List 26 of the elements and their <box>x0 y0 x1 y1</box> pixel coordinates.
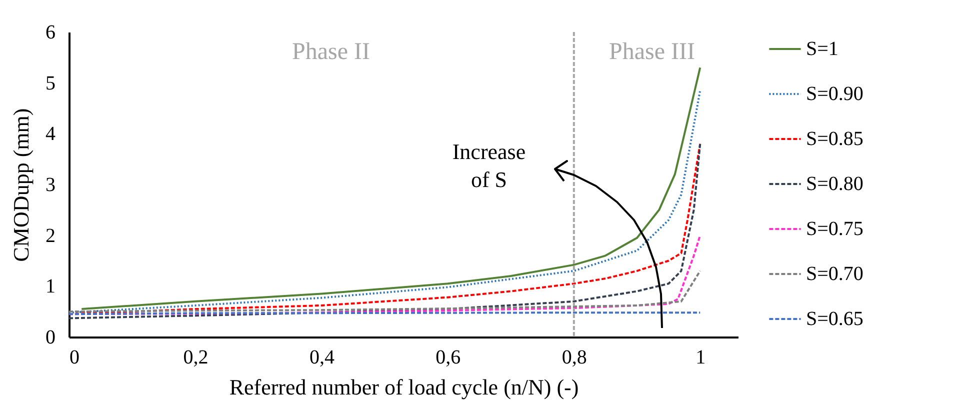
y-tick-label: 1 <box>46 276 56 298</box>
annotation: Increase of S <box>452 139 526 192</box>
y-tick-label: 4 <box>46 123 56 146</box>
legend-label: S=0.70 <box>806 263 864 285</box>
x-tick-label: 0,2 <box>183 346 208 368</box>
legend-label: S=0.90 <box>806 83 864 105</box>
legend-label: S=0.85 <box>806 128 864 150</box>
x-tick-label: 0,4 <box>309 346 334 368</box>
y-tick-label: 5 <box>46 72 56 94</box>
x-axis-title: Referred number of load cycle (n/N) (-) <box>229 374 579 400</box>
x-tick-label: 1 <box>696 346 706 368</box>
y-tick-label: 6 <box>46 22 56 44</box>
legend-label: S=0.75 <box>806 218 864 240</box>
y-tick-label: 0 <box>46 326 56 348</box>
y-tick-label: 2 <box>46 224 56 247</box>
annotation: Phase III <box>609 39 695 65</box>
y-axis-title: CMODupp (mm) <box>8 108 34 262</box>
y-tick-label: 3 <box>46 174 56 196</box>
x-tick-label: 0,6 <box>436 346 461 368</box>
annotation: Phase II <box>292 39 370 65</box>
legend-label: S=0.80 <box>806 173 864 195</box>
x-tick-label: 0 <box>70 346 80 368</box>
legend-label: S=0.65 <box>806 308 864 330</box>
line-series <box>68 270 702 313</box>
x-tick-label: 0,8 <box>562 346 587 368</box>
legend-label: S=1 <box>806 38 838 60</box>
